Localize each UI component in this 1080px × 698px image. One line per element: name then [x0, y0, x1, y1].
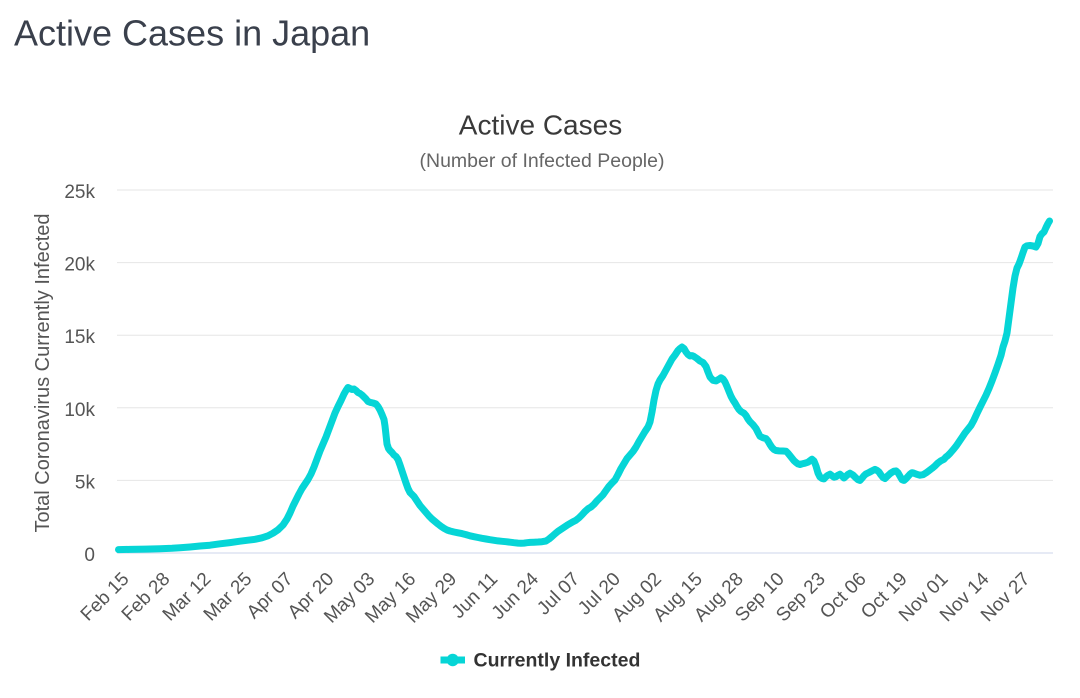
svg-text:20k: 20k [64, 255, 95, 276]
svg-text:(Number of Infected People): (Number of Infected People) [420, 150, 665, 172]
svg-text:5k: 5k [75, 472, 96, 493]
svg-text:Currently Infected: Currently Infected [474, 650, 641, 672]
svg-text:10k: 10k [64, 400, 95, 421]
svg-text:Active Cases: Active Cases [459, 110, 622, 141]
svg-text:25k: 25k [64, 182, 95, 203]
svg-text:Active Cases in Japan: Active Cases in Japan [14, 13, 370, 54]
svg-text:Total Coronavirus Currently In: Total Coronavirus Currently Infected [32, 213, 54, 532]
svg-text:15k: 15k [64, 327, 95, 348]
svg-text:0: 0 [84, 545, 95, 566]
